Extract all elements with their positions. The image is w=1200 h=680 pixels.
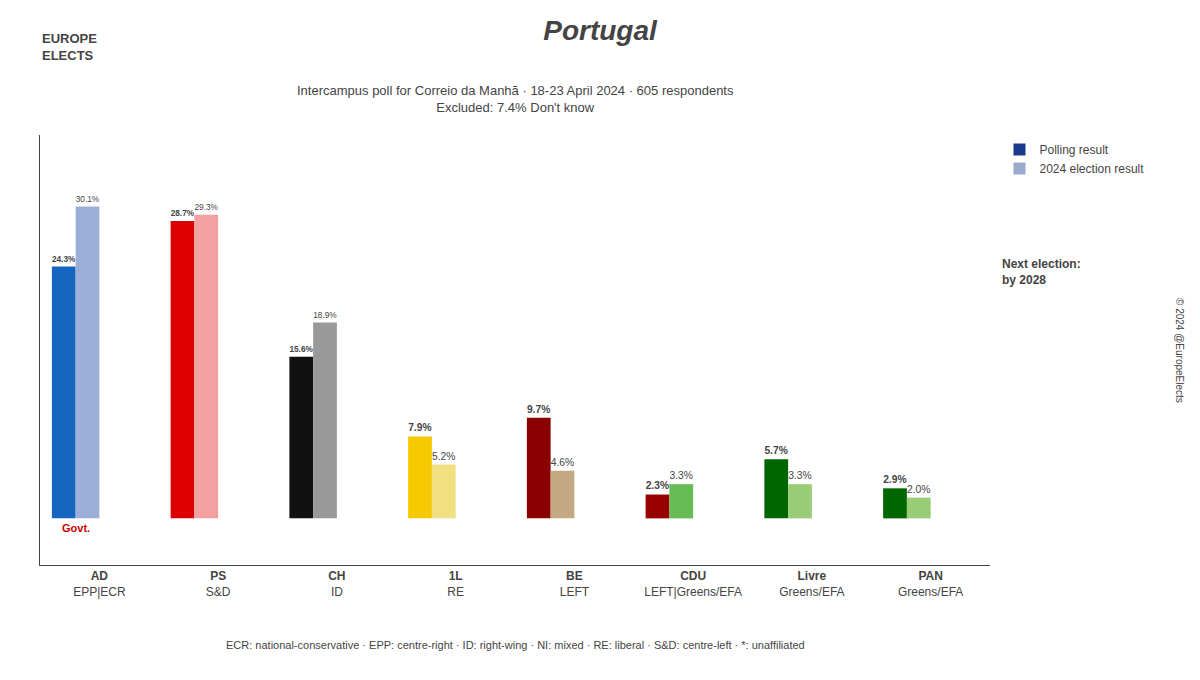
svg-text:29.3%: 29.3%: [194, 202, 218, 212]
svg-text:3.3%: 3.3%: [669, 470, 693, 481]
svg-text:1LRE: 1LRE: [447, 569, 464, 599]
svg-text:4.6%: 4.6%: [551, 457, 575, 468]
svg-text:28.7%: 28.7%: [171, 209, 195, 218]
svg-text:PANGreens/EFA: PANGreens/EFA: [898, 569, 963, 599]
svg-text:CDULEFT|Greens/EFA: CDULEFT|Greens/EFA: [644, 569, 742, 599]
svg-text:Next election:by 2028: Next election:by 2028: [1002, 257, 1081, 287]
svg-text:PSS&D: PSS&D: [206, 569, 231, 599]
svg-text:15.6%: 15.6%: [289, 345, 313, 354]
svg-text:2.9%: 2.9%: [883, 474, 906, 485]
svg-text:9.7%: 9.7%: [527, 404, 550, 415]
svg-text:LivreGreens/EFA: LivreGreens/EFA: [779, 569, 844, 599]
svg-text:© 2024 @EuropeElects: © 2024 @EuropeElects: [1174, 298, 1185, 403]
svg-text:Polling result: Polling result: [1040, 143, 1109, 157]
svg-text:Portugal: Portugal: [543, 15, 658, 46]
svg-text:BELEFT: BELEFT: [560, 569, 590, 599]
svg-text:ECR: national-conservative · E: ECR: national-conservative · EPP: centre…: [226, 639, 805, 651]
svg-text:18.9%: 18.9%: [313, 310, 337, 320]
svg-text:7.9%: 7.9%: [408, 422, 431, 433]
svg-text:EUROPEELECTS: EUROPEELECTS: [42, 31, 97, 63]
svg-text:2.3%: 2.3%: [646, 480, 669, 491]
svg-text:5.2%: 5.2%: [432, 451, 456, 462]
svg-text:3.3%: 3.3%: [788, 470, 812, 481]
svg-text:2024 election result: 2024 election result: [1040, 162, 1145, 176]
svg-text:24.3%: 24.3%: [52, 255, 76, 264]
svg-text:2.0%: 2.0%: [907, 484, 931, 495]
svg-text:5.7%: 5.7%: [764, 445, 787, 456]
svg-text:Intercampus poll for Correio d: Intercampus poll for Correio da Manhã · …: [297, 83, 734, 115]
svg-text:Govt.: Govt.: [62, 522, 90, 534]
svg-text:CHID: CHID: [328, 569, 345, 599]
svg-text:ADEPP|ECR: ADEPP|ECR: [73, 569, 126, 599]
svg-text:30.1%: 30.1%: [76, 194, 100, 204]
